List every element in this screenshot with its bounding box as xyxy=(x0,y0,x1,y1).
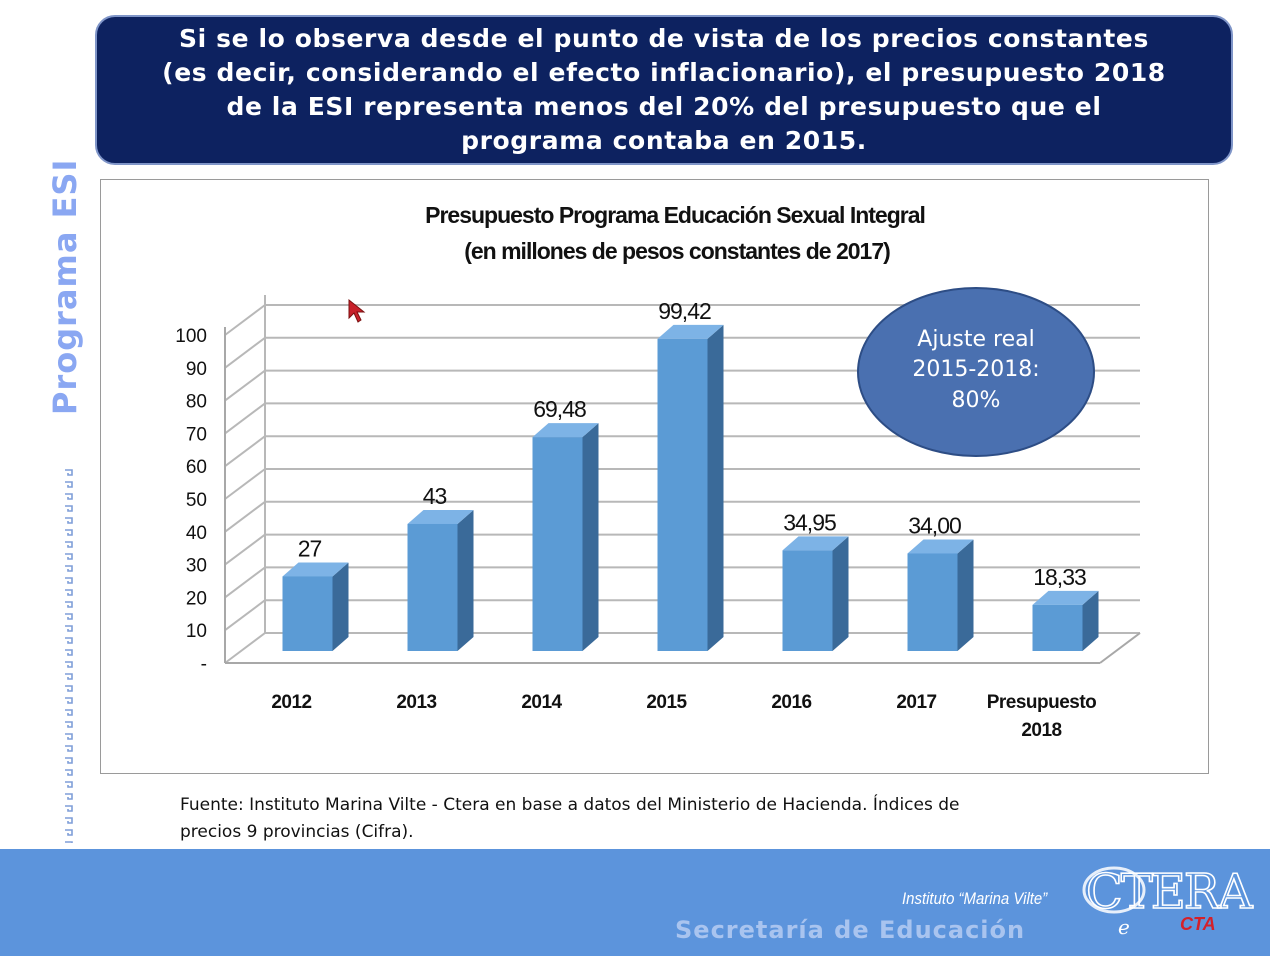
bar-top xyxy=(532,423,599,438)
bar-top xyxy=(907,539,974,554)
y-tick-label: 90 xyxy=(186,359,207,380)
bar-value-label: 99,42 xyxy=(658,298,711,324)
e-mark-icon: e xyxy=(1118,915,1130,939)
bar-value-label: 69,48 xyxy=(533,396,586,422)
bar-top xyxy=(1032,590,1099,605)
bar-top xyxy=(407,509,474,524)
bar-value-label: 18,33 xyxy=(1033,564,1086,590)
bar xyxy=(407,509,474,651)
bar-front xyxy=(282,576,333,651)
bar-front xyxy=(532,437,583,651)
y-tick-label: 80 xyxy=(186,392,207,413)
bar-value-label: 43 xyxy=(423,483,447,509)
bar-side xyxy=(957,539,974,651)
bar-front xyxy=(907,553,958,651)
y-tick-label: 70 xyxy=(186,424,207,445)
footer-bar xyxy=(0,849,1270,956)
bar-side xyxy=(582,423,599,651)
bar-side xyxy=(332,562,349,651)
bar-side xyxy=(457,509,474,651)
bar-top xyxy=(282,562,349,577)
bar-top xyxy=(657,324,724,339)
chart-labels: - 10 20 30 40 50 60 70 80 90 100 27 2012 43 2013 69,48 2… xyxy=(175,298,1097,741)
chart-frame xyxy=(100,179,1209,774)
gridline xyxy=(224,435,266,468)
budget-bar-chart: - 10 20 30 40 50 60 70 80 90 100 27 2012 43 2013 69,48 2… xyxy=(175,202,1141,741)
bar xyxy=(782,536,849,651)
y-tick-label: 60 xyxy=(186,457,207,478)
bar-side xyxy=(832,536,849,651)
x-axis-depth xyxy=(1099,632,1141,664)
gridline xyxy=(224,304,266,336)
adjustment-callout xyxy=(857,287,1095,457)
bar xyxy=(907,539,974,651)
x-tick-label: 2012 xyxy=(271,692,311,713)
headline-line: (es decir, considerando el efecto inflac… xyxy=(162,58,1166,87)
x-tick-label: 2017 xyxy=(896,692,936,713)
callout-line: 2015-2018: xyxy=(912,357,1040,382)
headline-text: Si se lo observa desde el punto de vista… xyxy=(148,22,1180,158)
callout-line: Ajuste real xyxy=(917,327,1035,352)
mouse-cursor-icon xyxy=(348,298,366,323)
bar-value-label: 34,00 xyxy=(908,512,961,538)
gridline xyxy=(224,632,266,664)
x-tick-label: 2014 xyxy=(521,692,562,713)
y-tick-label: 50 xyxy=(186,490,207,511)
source-line: precios 9 provincias (Cifra). xyxy=(180,822,414,842)
bar-value-label: 27 xyxy=(298,535,322,561)
gridline xyxy=(224,599,266,632)
headline-line: programa contaba en 2015. xyxy=(461,126,867,155)
ctera-logo-text: CTERA xyxy=(1086,864,1254,920)
y-tick-label: 10 xyxy=(186,621,207,642)
gridline xyxy=(224,566,266,599)
chart-axes xyxy=(224,327,1141,664)
bar xyxy=(282,562,349,651)
x-tick-label: 2016 xyxy=(771,692,811,713)
source-line: Fuente: Instituto Marina Vilte - Ctera e… xyxy=(180,795,960,815)
gridline xyxy=(224,402,266,435)
y-tick-label: 20 xyxy=(186,588,207,609)
gridline xyxy=(224,337,266,369)
chart-bars xyxy=(282,324,1099,651)
bar xyxy=(657,324,724,651)
headline-line: de la ESI representa menos del 20% del p… xyxy=(226,92,1102,121)
source-note: Fuente: Instituto Marina Vilte - Ctera e… xyxy=(180,792,1180,846)
gridline xyxy=(224,369,266,402)
bar-side xyxy=(707,324,724,651)
bar-top xyxy=(782,536,849,551)
x-tick-label: 2013 xyxy=(396,692,436,713)
gridline xyxy=(224,468,266,500)
instituto-label: Instituto “Marina Vilte” xyxy=(902,889,1048,908)
bar-front xyxy=(1032,604,1083,651)
gridline xyxy=(224,500,266,533)
headline-banner: Si se lo observa desde el punto de vista… xyxy=(95,15,1233,165)
side-ornament xyxy=(64,468,74,843)
x-tick-label: Presupuesto xyxy=(987,692,1097,713)
y-tick-label: 100 xyxy=(175,326,207,347)
ctera-logo: CTERA CTA e xyxy=(1082,863,1255,939)
headline-line: Si se lo observa desde el punto de vista… xyxy=(179,24,1149,53)
x-tick-label: 2018 xyxy=(1021,720,1061,741)
y-tick-label: - xyxy=(201,654,207,675)
x-tick-label: 2015 xyxy=(646,692,687,713)
bar-front xyxy=(407,523,458,651)
chart-subtitle: (en millones de pesos constantes de 2017… xyxy=(464,238,890,264)
bar-front xyxy=(782,550,833,651)
bar xyxy=(1032,590,1099,651)
gridline xyxy=(224,533,266,566)
side-title: Programa ESI xyxy=(46,158,84,415)
bar-value-label: 34,95 xyxy=(783,509,836,535)
chart-title: Presupuesto Programa Educación Sexual In… xyxy=(425,202,925,228)
bar-side xyxy=(1082,590,1099,651)
callout-line: 80% xyxy=(951,388,1001,413)
secretaria-label: Secretaría de Educación xyxy=(675,916,1026,944)
cta-logo-text: CTA xyxy=(1180,914,1216,934)
y-tick-label: 40 xyxy=(186,523,207,544)
bar-front xyxy=(657,338,708,651)
bar xyxy=(532,423,599,651)
y-tick-label: 30 xyxy=(186,556,207,577)
